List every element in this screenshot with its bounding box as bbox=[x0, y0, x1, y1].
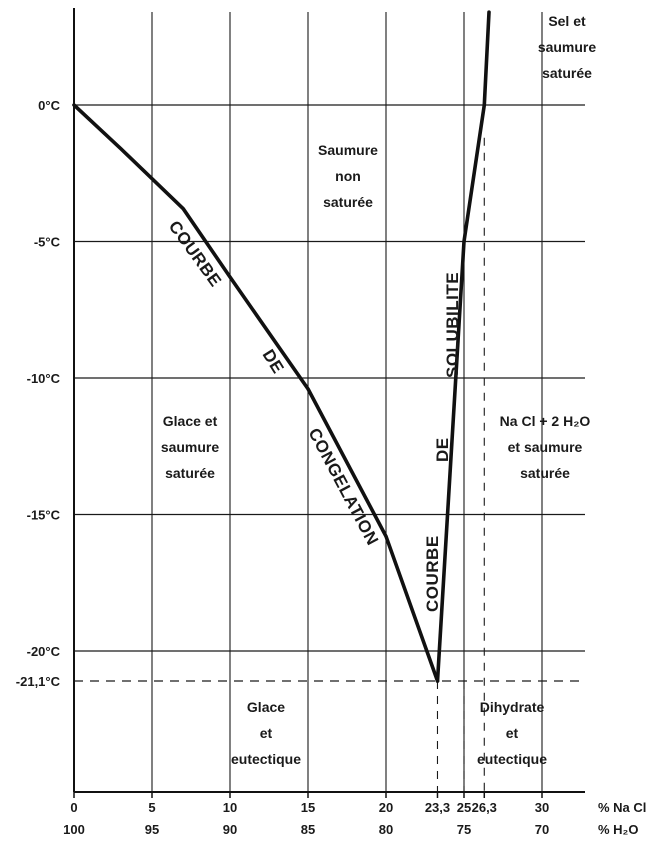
region-line: non bbox=[335, 168, 361, 184]
region-sel-saumure: Sel et saumure saturée bbox=[538, 13, 597, 81]
y-tick-label: -21,1°C bbox=[16, 674, 61, 689]
region-line: eutectique bbox=[231, 751, 301, 767]
x-tick-label-h2o: 90 bbox=[223, 822, 237, 837]
region-glace-eutectique: Glace et eutectique bbox=[231, 699, 301, 767]
x-tick-label-h2o: 85 bbox=[301, 822, 315, 837]
region-line: Glace et bbox=[163, 413, 218, 429]
region-saumure-non-saturee: Saumure non saturée bbox=[318, 142, 378, 210]
x-tick-label-nacl: 0 bbox=[70, 800, 77, 815]
region-line: eutectique bbox=[477, 751, 547, 767]
region-line: et saumure bbox=[508, 439, 583, 455]
x-tick-label-nacl: 23,3 bbox=[425, 800, 450, 815]
vertical-gridlines bbox=[151, 12, 543, 792]
y-tick-label: -5°C bbox=[34, 235, 61, 250]
curves bbox=[72, 10, 491, 683]
solubility-curve-label-courbe: COURBE bbox=[423, 535, 442, 612]
axes bbox=[73, 8, 585, 798]
x-tick-label-nacl: 25 bbox=[457, 800, 471, 815]
dashed-guides bbox=[74, 137, 585, 792]
x-tick-label-h2o: 95 bbox=[145, 822, 159, 837]
region-line: et bbox=[260, 725, 273, 741]
region-dihydrate-eutectique: Dihydrate et eutectique bbox=[477, 699, 547, 767]
horizontal-gridlines bbox=[74, 104, 585, 652]
grid-layer bbox=[74, 12, 585, 792]
x-tick-label-h2o: 70 bbox=[535, 822, 549, 837]
region-line: saturée bbox=[520, 465, 570, 481]
x-axis-label-h2o: % H₂O bbox=[598, 822, 638, 837]
x-tick-label-h2o: 100 bbox=[63, 822, 85, 837]
region-line: saturée bbox=[165, 465, 215, 481]
y-tick-labels: 0°C -5°C -10°C -15°C -20°C -21,1°C bbox=[16, 98, 61, 689]
x-tick-label-h2o: 75 bbox=[457, 822, 471, 837]
freezing-curve-label-congelation: CONGELATION bbox=[304, 425, 382, 549]
y-tick-label: -10°C bbox=[27, 371, 61, 386]
x-axis-label-nacl: % Na Cl bbox=[598, 800, 646, 815]
solubility-curve-label-solubilite: SOLUBILITE bbox=[443, 272, 462, 378]
solubility-curve-label-de: DE bbox=[433, 437, 452, 462]
region-line: et bbox=[506, 725, 519, 741]
region-line: Glace bbox=[247, 699, 285, 715]
region-line: Sel et bbox=[548, 13, 586, 29]
region-line: saumure bbox=[161, 439, 220, 455]
region-line: Na Cl + 2 H₂O bbox=[500, 413, 591, 429]
solubility-curve-line bbox=[435, 10, 491, 683]
region-line: saumure bbox=[538, 39, 597, 55]
region-line: saturée bbox=[323, 194, 373, 210]
region-line: saturée bbox=[542, 65, 592, 81]
x-tick-label-nacl: 5 bbox=[148, 800, 155, 815]
x-tick-label-nacl: 15 bbox=[301, 800, 315, 815]
y-tick-label: 0°C bbox=[38, 98, 60, 113]
x-tick-label-nacl: 30 bbox=[535, 800, 549, 815]
freezing-curve-line bbox=[72, 103, 440, 683]
y-tick-label: -15°C bbox=[27, 508, 61, 523]
region-glace-saumure: Glace et saumure saturée bbox=[161, 413, 220, 481]
x-tick-label-nacl: 10 bbox=[223, 800, 237, 815]
region-line: Dihydrate bbox=[480, 699, 545, 715]
region-line: Saumure bbox=[318, 142, 378, 158]
x-tick-label-nacl: 20 bbox=[379, 800, 393, 815]
region-nacl-dihydrate: Na Cl + 2 H₂O et saumure saturée bbox=[500, 413, 591, 481]
x-tick-label-nacl: 26,3 bbox=[472, 800, 497, 815]
y-tick-label: -20°C bbox=[27, 644, 61, 659]
x-tick-label-h2o: 80 bbox=[379, 822, 393, 837]
